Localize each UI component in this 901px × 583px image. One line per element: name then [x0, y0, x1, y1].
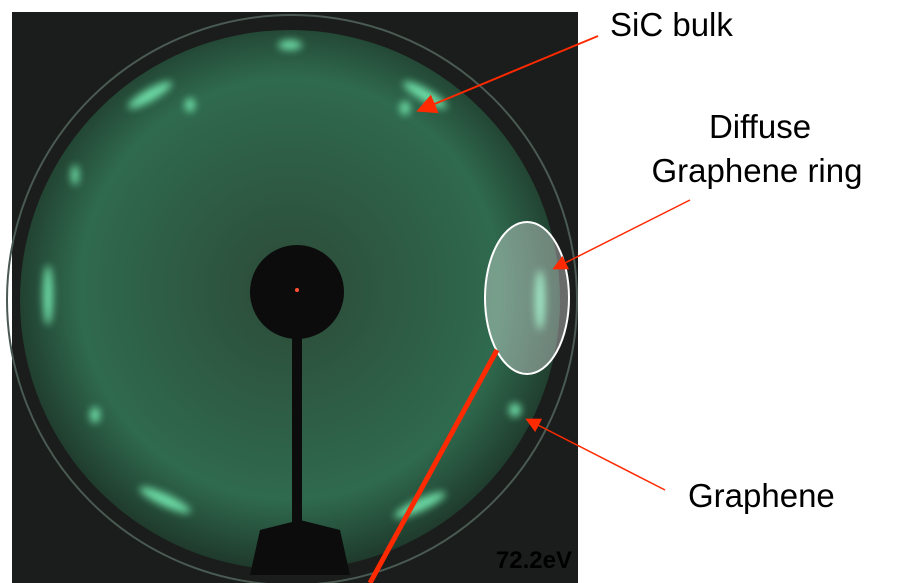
figure: 72.2eV SiC bulk Diffuse Graphene ring Gr… — [0, 0, 901, 583]
annotation-label: SiC bulk — [610, 6, 733, 43]
annotation-label: Graphene — [688, 477, 835, 514]
annotation-label: Graphene ring — [652, 152, 863, 189]
energy-label: 72.2eV — [496, 547, 572, 574]
leed-photo: 72.2eV — [7, 12, 578, 583]
annotation-label: Diffuse — [709, 108, 811, 145]
